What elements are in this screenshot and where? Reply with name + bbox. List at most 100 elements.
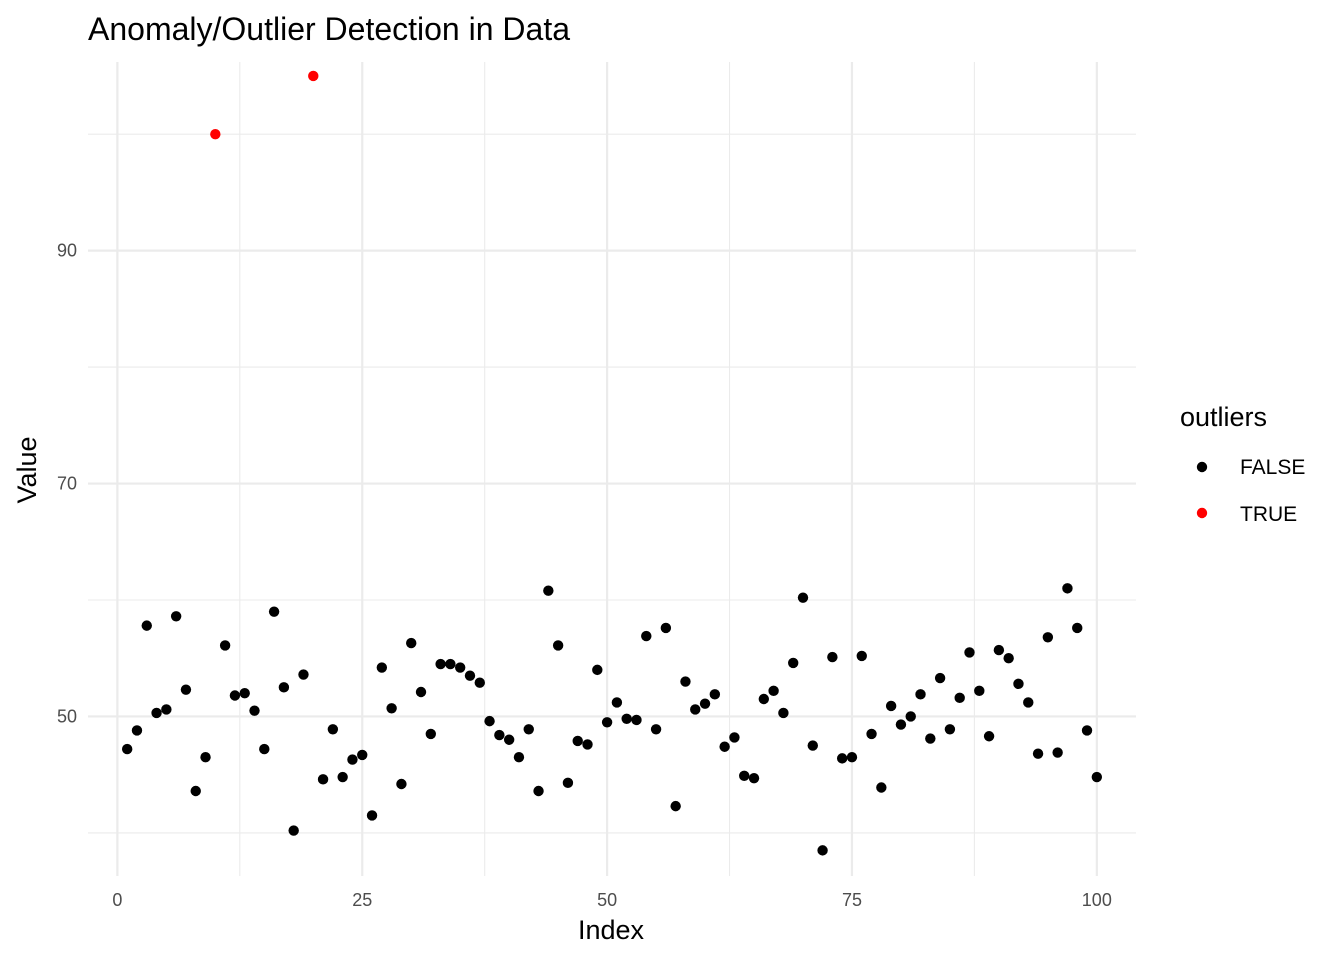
point-false <box>503 734 515 745</box>
point-false <box>415 686 427 698</box>
point-false <box>249 705 260 716</box>
point-false <box>1081 725 1093 736</box>
point-false <box>357 749 368 761</box>
point-false <box>866 728 877 740</box>
chart-title: Anomaly/Outlier Detection in Data <box>88 11 570 47</box>
point-false <box>964 647 975 658</box>
point-false <box>180 684 192 695</box>
x-tick-label: 25 <box>352 890 372 910</box>
point-false <box>327 724 339 735</box>
point-false <box>680 676 691 687</box>
point-false <box>709 689 721 700</box>
point-false <box>337 771 348 783</box>
point-false <box>239 687 250 699</box>
point-false <box>797 592 809 603</box>
point-false <box>376 662 388 673</box>
point-false <box>925 733 936 744</box>
point-false <box>621 713 632 724</box>
point-false <box>611 697 623 708</box>
point-false <box>523 724 534 735</box>
point-false <box>719 741 730 752</box>
point-false <box>494 729 505 741</box>
point-false <box>739 770 750 782</box>
legend-title: outliers <box>1180 402 1267 432</box>
point-false <box>1023 697 1034 708</box>
point-false <box>778 707 789 719</box>
y-tick-label: 90 <box>57 241 77 261</box>
point-false <box>406 637 417 649</box>
point-false <box>768 685 779 697</box>
point-false <box>1003 653 1014 664</box>
point-false <box>1052 747 1063 758</box>
point-false <box>876 782 887 793</box>
point-false <box>670 800 681 812</box>
point-false <box>836 753 848 764</box>
point-false <box>729 732 740 743</box>
point-false <box>905 711 916 722</box>
point-false <box>298 669 309 680</box>
point-false <box>895 719 907 730</box>
point-false <box>934 672 946 684</box>
point-false <box>268 606 280 617</box>
x-tick-label: 75 <box>842 890 862 910</box>
point-false <box>993 644 1005 656</box>
point-false <box>983 731 995 742</box>
point-false <box>1062 583 1073 594</box>
point-false <box>484 715 495 727</box>
point-false <box>1091 771 1103 783</box>
point-false <box>347 754 358 765</box>
point-true <box>210 129 221 140</box>
point-false <box>190 785 201 797</box>
point-false <box>1013 678 1024 690</box>
y-axis-title: Value <box>12 436 42 503</box>
point-false <box>827 651 838 663</box>
point-false <box>592 664 603 676</box>
point-false <box>817 845 828 856</box>
point-false <box>660 622 672 634</box>
point-false <box>758 693 770 705</box>
point-false <box>435 658 446 670</box>
point-false <box>582 739 593 750</box>
point-false <box>513 752 525 763</box>
point-false <box>1032 748 1044 759</box>
point-true <box>308 70 319 82</box>
point-false <box>445 658 456 670</box>
point-false <box>856 650 867 662</box>
x-tick-label: 100 <box>1082 890 1112 910</box>
x-tick-label: 50 <box>597 890 617 910</box>
point-false <box>288 825 299 836</box>
point-false <box>259 743 270 755</box>
point-false <box>846 752 858 763</box>
point-false <box>425 728 437 740</box>
grid-lines <box>88 62 1136 876</box>
point-false <box>562 777 574 789</box>
y-tick-label: 70 <box>57 474 77 494</box>
legend-key-true <box>1196 507 1208 519</box>
point-false <box>131 725 143 736</box>
y-tick-label: 50 <box>57 706 77 726</box>
x-tick-label: 0 <box>112 890 122 910</box>
point-false <box>396 778 407 790</box>
point-false <box>200 752 211 763</box>
x-axis-title: Index <box>578 915 645 945</box>
point-false <box>1042 632 1054 643</box>
point-false <box>885 700 897 712</box>
point-false <box>543 585 554 596</box>
point-false <box>229 690 241 701</box>
point-false <box>533 785 544 797</box>
legend-label-false: FALSE <box>1240 456 1305 479</box>
point-false <box>454 662 466 673</box>
point-false <box>807 740 818 751</box>
point-false <box>690 704 701 715</box>
point-false <box>1072 622 1083 634</box>
point-false <box>650 724 662 735</box>
point-false <box>278 682 290 693</box>
point-false <box>572 735 583 747</box>
data-points <box>121 70 1103 856</box>
point-false <box>219 640 231 651</box>
point-false <box>699 698 711 709</box>
point-false <box>787 657 799 669</box>
x-axis-ticks: 0 25 50 75 100 <box>112 890 1111 910</box>
